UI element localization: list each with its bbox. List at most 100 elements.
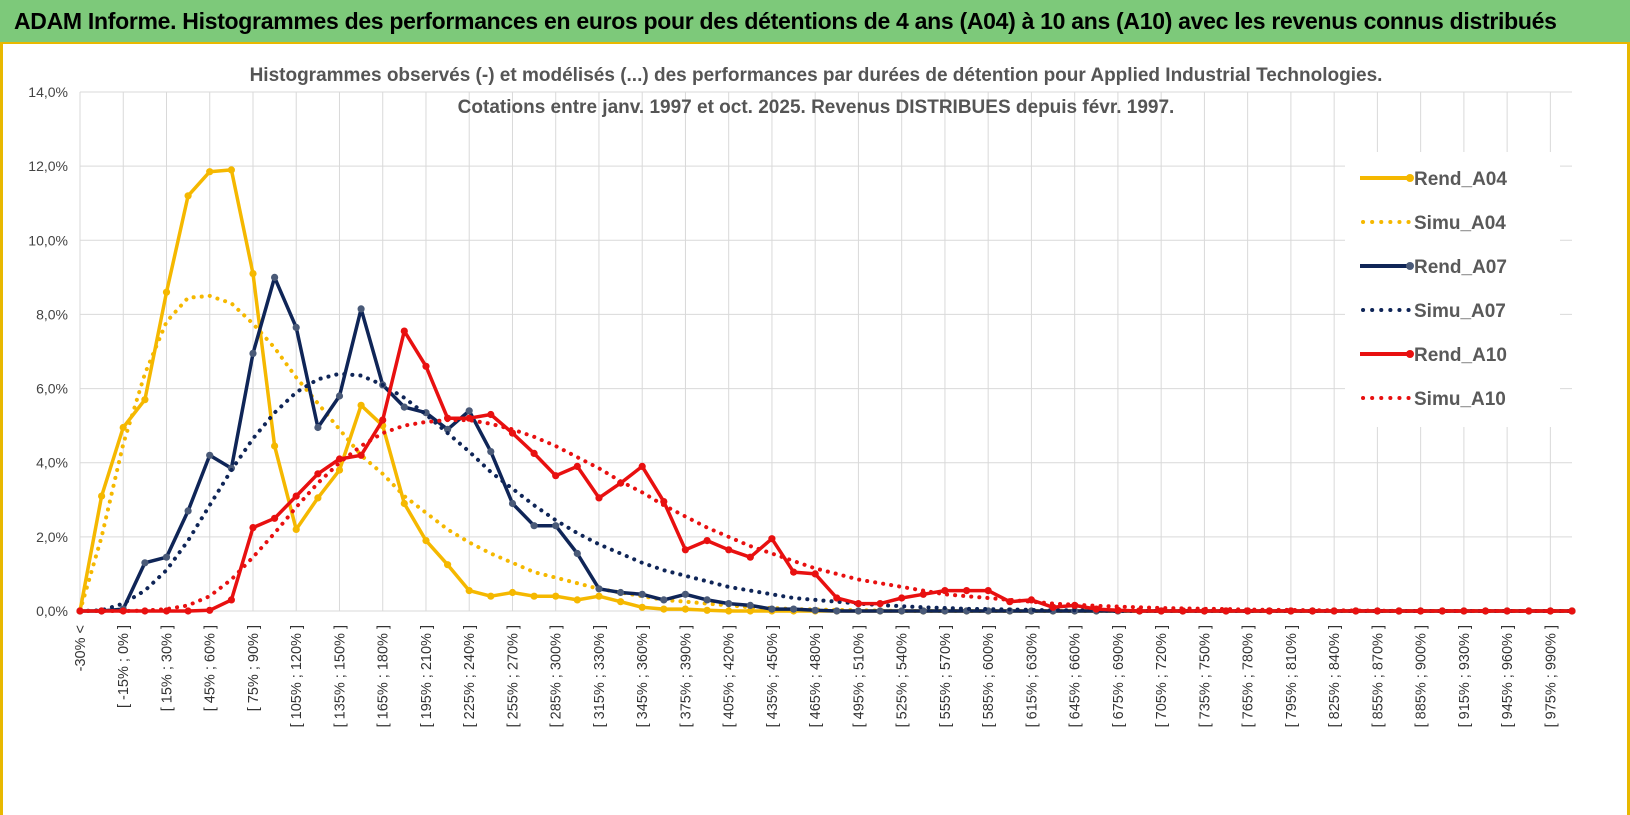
legend-marker	[1406, 174, 1414, 182]
x-tick-label: [ 435% ; 450% ]	[765, 625, 781, 727]
data-point	[919, 590, 927, 598]
data-point	[249, 349, 257, 357]
x-tick-label: [ 915% ; 930% ]	[1457, 625, 1473, 727]
data-point	[725, 607, 733, 615]
y-axis-ticks: 0,0% 2,0% 4,0% 6,0% 8,0% 10,0% 12,0% 14,0%	[28, 84, 68, 619]
data-point	[465, 587, 473, 595]
data-point	[746, 553, 754, 561]
data-point	[681, 605, 690, 613]
data-point	[1352, 607, 1360, 615]
data-point	[1287, 607, 1295, 615]
performance-histogram-chart: 0,0% 2,0% 4,0% 6,0% 8,0% 10,0% 12,0% 14,0% -30%…	[28, 65, 1576, 727]
data-point	[833, 607, 841, 615]
data-point	[400, 499, 408, 508]
x-tick-label: [ 165% ; 180% ]	[376, 625, 392, 727]
data-point	[746, 607, 754, 615]
y-tick-label: 6,0%	[36, 381, 68, 397]
series-line	[80, 329, 1572, 613]
data-point	[1222, 607, 1230, 615]
x-tick-label: [ -15% ; 0% ]	[116, 625, 132, 708]
data-point	[444, 425, 452, 433]
data-point	[638, 603, 646, 611]
data-point	[271, 514, 279, 522]
data-point	[1157, 607, 1165, 615]
data-point	[314, 470, 322, 478]
series-lines	[76, 166, 1576, 615]
series-line	[78, 371, 1574, 613]
data-point	[314, 423, 322, 432]
data-point	[811, 606, 819, 614]
series-Simu_A10	[78, 418, 1574, 613]
data-point	[1417, 607, 1425, 615]
data-point	[681, 546, 690, 554]
x-tick-label: [ 285% ; 300% ]	[549, 625, 565, 727]
data-point	[725, 600, 733, 608]
data-point	[292, 525, 300, 533]
data-point	[357, 451, 365, 459]
data-point	[919, 607, 927, 615]
x-tick-label: [ 75% ; 90% ]	[246, 625, 262, 711]
y-tick-label: 12,0%	[28, 158, 68, 174]
x-tick-label: [ 885% ; 900% ]	[1414, 625, 1430, 727]
data-point	[141, 396, 149, 404]
data-point	[335, 455, 344, 463]
data-point	[508, 499, 517, 508]
legend-item-Simu_A04: Simu_A04	[1361, 213, 1506, 234]
data-point	[552, 522, 560, 530]
data-point	[703, 596, 711, 604]
chart-frame	[0, 44, 1630, 815]
data-point	[530, 592, 538, 600]
legend: Rend_A04 Simu_A04 Rend_A07 Simu_A07 Rend_A10…	[1345, 152, 1560, 427]
data-point	[422, 362, 430, 370]
data-point	[898, 607, 906, 615]
data-point	[444, 561, 452, 569]
x-tick-label: [ 585% ; 600% ]	[981, 625, 997, 727]
data-point	[898, 594, 906, 602]
chart-title-line2: Cotations entre janv. 1997 et oct. 2025.…	[458, 97, 1175, 118]
data-point	[465, 407, 473, 415]
data-point	[184, 507, 192, 515]
data-point	[98, 492, 106, 500]
x-tick-label: [ 735% ; 750% ]	[1197, 625, 1213, 727]
data-point	[184, 192, 192, 200]
data-point	[422, 537, 430, 545]
data-point	[725, 546, 733, 554]
x-tick-label: [ 45% ; 60% ]	[203, 625, 219, 711]
x-tick-label: [ 795% ; 810% ]	[1284, 625, 1300, 727]
legend-label: Rend_A04	[1414, 169, 1507, 190]
data-point	[292, 323, 300, 331]
legend-marker	[1406, 350, 1414, 358]
data-point	[335, 392, 344, 400]
data-point	[162, 288, 171, 296]
series-line	[78, 418, 1574, 613]
x-tick-label: [ 675% ; 690% ]	[1111, 625, 1127, 727]
legend-marker	[1406, 262, 1414, 270]
data-point	[508, 588, 517, 597]
x-tick-label: [ 375% ; 390% ]	[678, 625, 694, 727]
x-tick-label: [ 495% ; 510% ]	[851, 625, 867, 727]
data-point	[184, 607, 192, 615]
data-point	[249, 270, 257, 278]
data-point	[573, 596, 581, 604]
data-point	[703, 606, 711, 614]
report-banner: ADAM Informe. Histogrammes des performan…	[0, 0, 1630, 44]
x-tick-label: -30% <	[73, 625, 89, 671]
data-point	[573, 549, 581, 558]
y-tick-label: 14,0%	[28, 84, 68, 100]
legend-label: Simu_A10	[1414, 389, 1506, 410]
x-tick-label: [ 405% ; 420% ]	[722, 625, 738, 727]
data-point	[487, 448, 495, 456]
data-point	[206, 168, 214, 176]
data-point	[681, 590, 690, 598]
data-point	[811, 570, 819, 578]
data-point	[746, 601, 754, 610]
series-Simu_A07	[78, 371, 1574, 613]
legend-box	[1345, 152, 1560, 427]
data-point	[984, 587, 992, 595]
data-point	[400, 327, 408, 335]
x-tick-label: [ 555% ; 570% ]	[938, 625, 954, 727]
data-point	[617, 588, 625, 597]
data-point	[487, 592, 495, 600]
data-point	[141, 559, 149, 567]
report-title: ADAM Informe. Histogrammes des performan…	[14, 8, 1557, 34]
